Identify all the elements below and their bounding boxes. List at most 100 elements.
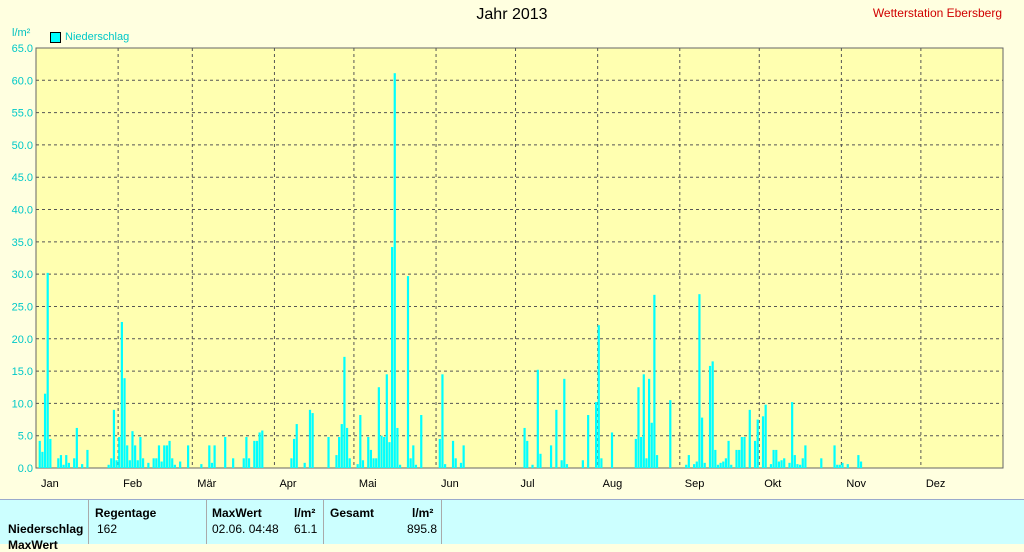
precip-bar xyxy=(46,272,49,468)
precip-bar xyxy=(647,378,651,468)
y-tick-label: 65.0 xyxy=(12,43,33,55)
y-tick-label: 35.0 xyxy=(12,237,33,249)
precip-bar xyxy=(208,445,211,468)
precip-bar xyxy=(700,417,704,468)
precip-bar xyxy=(383,436,386,468)
precip-bar xyxy=(600,458,603,468)
precip-bar xyxy=(213,445,216,468)
y-tick-label: 55.0 xyxy=(12,108,33,120)
precip-bar xyxy=(587,415,590,468)
precip-bar xyxy=(372,458,375,468)
precip-bar xyxy=(722,461,725,468)
precip-bar xyxy=(727,440,730,468)
precip-bar xyxy=(565,464,569,468)
y-tick-label: 45.0 xyxy=(12,172,33,184)
chart-title: Jahr 2013 xyxy=(476,6,548,23)
gesamt-value: 895.8 xyxy=(407,522,438,536)
precip-bar xyxy=(799,464,802,468)
precip-bar xyxy=(308,409,312,468)
precip-bar xyxy=(49,438,52,468)
precip-bar xyxy=(796,464,799,468)
precip-bar xyxy=(735,449,738,468)
precip-bar xyxy=(62,464,65,468)
precip-bar xyxy=(38,440,41,468)
x-tick-label: Sep xyxy=(685,478,705,490)
precip-bar xyxy=(772,449,775,468)
precip-bar xyxy=(711,361,714,468)
precip-bar xyxy=(653,294,656,468)
precip-bar xyxy=(168,440,171,468)
precip-bar xyxy=(740,436,743,468)
precip-bar xyxy=(327,436,330,468)
precip-bar xyxy=(120,321,123,468)
y-tick-label: 50.0 xyxy=(12,140,33,152)
precip-bar xyxy=(791,402,794,468)
precip-bar xyxy=(406,276,410,468)
precip-bar xyxy=(857,455,860,468)
precip-bar xyxy=(788,462,791,468)
precip-bar xyxy=(708,365,712,468)
precip-bar xyxy=(687,455,690,468)
precip-bar xyxy=(563,378,566,468)
precip-bar xyxy=(846,464,849,468)
precip-bar xyxy=(67,462,70,468)
precip-bar xyxy=(242,458,245,468)
precip-bar xyxy=(65,455,68,468)
precip-bar xyxy=(187,445,190,468)
precip-bar xyxy=(531,464,534,468)
precip-bar xyxy=(171,458,174,468)
precip-bar xyxy=(139,436,142,468)
precip-bar xyxy=(290,458,293,468)
precip-bar xyxy=(610,432,614,468)
precip-bar xyxy=(777,461,781,468)
precip-bar xyxy=(669,400,672,468)
precip-bar xyxy=(348,458,351,468)
precip-bar xyxy=(398,464,402,468)
precip-bar xyxy=(645,458,648,468)
maxwert-unit: l/m² xyxy=(294,506,316,520)
precip-bar xyxy=(756,419,759,468)
precip-bar xyxy=(311,413,314,468)
precip-bar xyxy=(536,369,539,468)
precip-bar xyxy=(743,436,746,468)
precip-bar xyxy=(253,440,256,468)
row-label: Niederschlag xyxy=(8,522,84,536)
precip-bar xyxy=(173,464,176,468)
precip-bar xyxy=(126,445,129,468)
y-tick-label: 15.0 xyxy=(12,366,33,378)
precipitation-chart: 0.0 5.0 10.0 15.0 20.0 25.0 30.0 35.0 40.0 45.0 50… xyxy=(12,43,1004,490)
y-tick-label: 20.0 xyxy=(12,334,33,346)
precip-bar xyxy=(724,458,728,468)
table-divider xyxy=(441,500,442,544)
y-tick-label: 0.0 xyxy=(18,463,33,475)
regentage-header: Regentage xyxy=(95,506,157,520)
precip-bar xyxy=(128,460,131,468)
precip-bar xyxy=(783,458,786,468)
precip-bar xyxy=(157,445,161,468)
precip-bar xyxy=(738,449,741,468)
precip-bar xyxy=(801,458,804,468)
precip-bar xyxy=(859,461,863,468)
legend-label: Niederschlag xyxy=(65,31,130,43)
x-tick-label: Mai xyxy=(359,478,377,490)
precip-bar xyxy=(179,461,182,468)
legend: Niederschlag xyxy=(50,31,129,43)
precip-bar xyxy=(75,427,78,468)
precip-bar xyxy=(685,464,688,468)
precip-bar xyxy=(343,356,346,468)
precip-bar xyxy=(369,449,373,468)
x-tick-label: Jun xyxy=(441,478,459,490)
precip-bar xyxy=(716,464,720,468)
gesamt-header: Gesamt xyxy=(330,506,375,520)
precip-bar xyxy=(655,455,659,468)
precip-bar xyxy=(836,464,839,468)
precip-bar xyxy=(414,464,418,468)
precip-bar xyxy=(375,458,378,468)
table-divider xyxy=(206,500,207,544)
precip-bar xyxy=(200,464,203,468)
precip-bar xyxy=(255,440,259,468)
precip-bar xyxy=(441,374,444,468)
precip-bar xyxy=(396,427,399,468)
precip-bar xyxy=(833,445,836,468)
precip-bar xyxy=(412,445,415,468)
